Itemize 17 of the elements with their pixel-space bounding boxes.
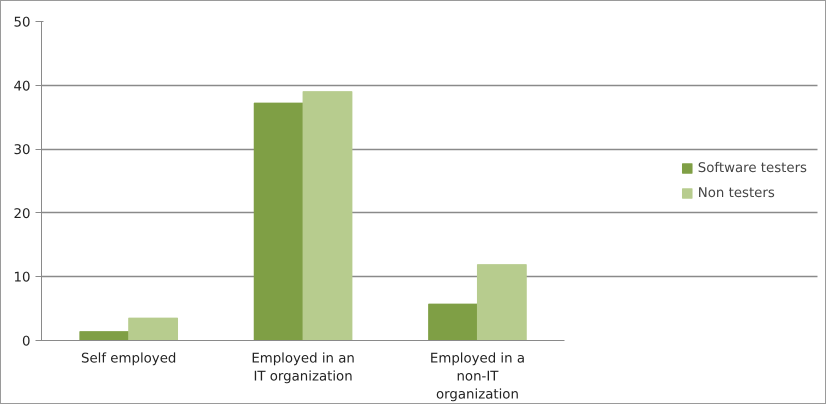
bar [128, 318, 178, 340]
x-tick-label: Employed in an IT organization [251, 352, 355, 384]
y-tick-label: 50 [14, 16, 31, 30]
bar [476, 264, 527, 340]
y-tick-label: 10 [14, 270, 31, 286]
y-tick-label: 0 [22, 334, 31, 350]
bar [79, 331, 130, 340]
y-tick-label: 20 [14, 206, 31, 222]
bar [254, 102, 304, 340]
legend-label: Software testers [698, 160, 807, 176]
x-tick-label: Self employed [81, 352, 176, 366]
bar [428, 304, 478, 340]
y-tick-label: 40 [14, 79, 31, 94]
bar [302, 91, 352, 340]
y-tick-label: 30 [14, 143, 31, 158]
x-tick-label: Employed in a non-IT organization [430, 352, 525, 402]
legend-label: Non testers [698, 186, 775, 200]
